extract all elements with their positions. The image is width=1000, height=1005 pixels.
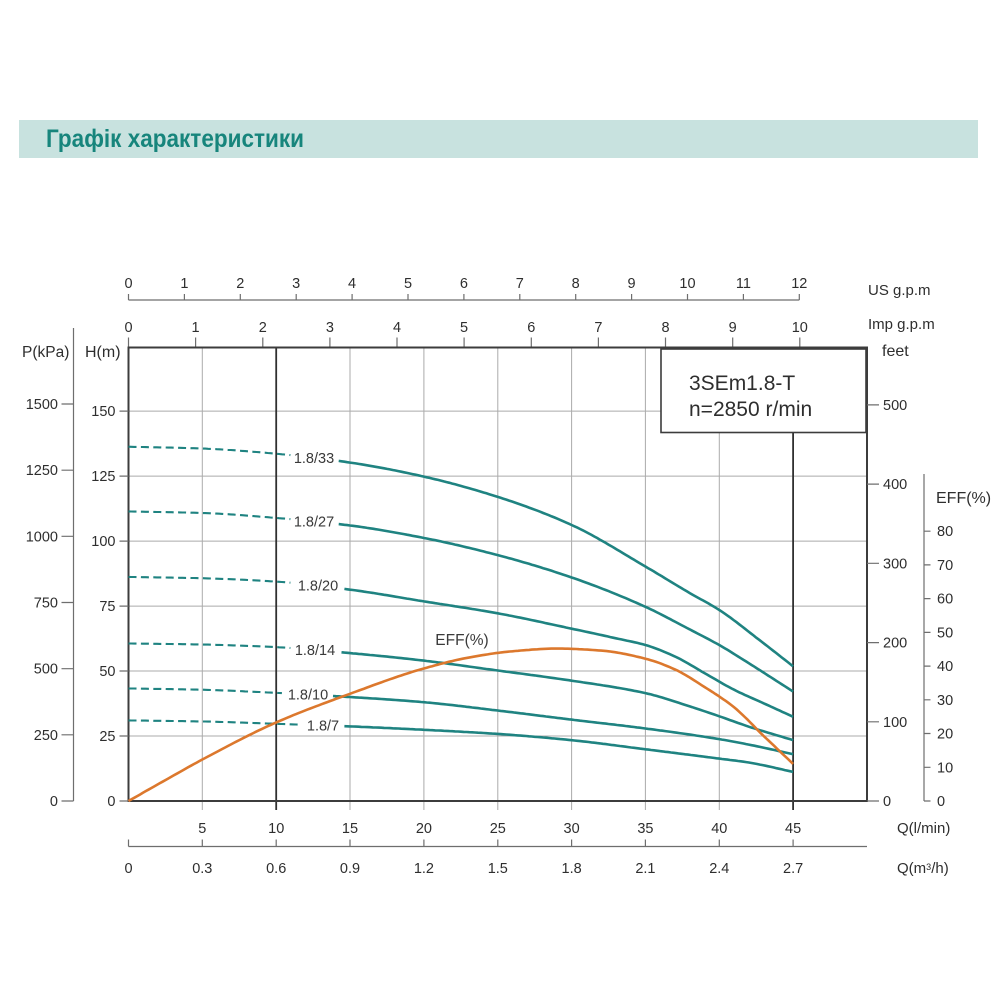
svg-text:Q(l/min): Q(l/min) [897,820,950,837]
svg-text:40: 40 [711,821,727,837]
svg-text:4: 4 [348,276,356,292]
svg-text:2.1: 2.1 [635,861,655,877]
svg-text:6: 6 [460,276,468,292]
svg-text:n=2850 r/min: n=2850 r/min [689,398,812,421]
svg-text:1: 1 [180,276,188,292]
svg-text:80: 80 [937,524,953,540]
svg-text:6: 6 [527,320,535,336]
svg-text:0.9: 0.9 [340,861,360,877]
svg-text:500: 500 [883,398,907,414]
svg-text:1250: 1250 [26,463,58,479]
svg-text:2: 2 [259,320,267,336]
svg-text:2: 2 [236,276,244,292]
svg-text:50: 50 [99,664,115,680]
svg-text:1.8/27: 1.8/27 [294,514,334,530]
svg-text:2.4: 2.4 [709,861,729,877]
svg-text:2.7: 2.7 [783,861,803,877]
svg-text:Imp g.p.m: Imp g.p.m [868,316,935,333]
svg-text:1: 1 [192,320,200,336]
svg-text:10: 10 [268,821,284,837]
svg-text:0: 0 [107,794,115,810]
svg-text:30: 30 [564,821,580,837]
svg-text:20: 20 [937,727,953,743]
svg-text:3: 3 [292,276,300,292]
svg-text:EFF(%): EFF(%) [435,632,488,649]
svg-text:300: 300 [883,556,907,572]
svg-text:1.8/33: 1.8/33 [294,451,334,467]
svg-text:400: 400 [883,477,907,493]
svg-text:Графік характеристики: Графік характеристики [46,125,304,153]
svg-text:4: 4 [393,320,401,336]
svg-text:8: 8 [572,276,580,292]
svg-text:10: 10 [937,760,953,776]
svg-text:1.8/10: 1.8/10 [288,688,328,704]
svg-text:45: 45 [785,821,801,837]
svg-text:5: 5 [198,821,206,837]
svg-text:500: 500 [34,662,58,678]
svg-text:H(m): H(m) [85,344,121,361]
svg-text:5: 5 [460,320,468,336]
svg-text:P(kPa): P(kPa) [22,344,69,361]
svg-text:1.8/14: 1.8/14 [295,643,335,659]
svg-text:15: 15 [342,821,358,837]
svg-text:25: 25 [99,729,115,745]
svg-text:7: 7 [594,320,602,336]
svg-text:100: 100 [91,534,115,550]
svg-text:1.2: 1.2 [414,861,434,877]
svg-text:1.5: 1.5 [488,861,508,877]
svg-text:7: 7 [516,276,524,292]
svg-text:750: 750 [34,596,58,612]
svg-text:9: 9 [628,276,636,292]
svg-text:5: 5 [404,276,412,292]
svg-text:60: 60 [937,592,953,608]
svg-text:12: 12 [791,276,807,292]
svg-text:10: 10 [679,276,695,292]
svg-text:8: 8 [661,320,669,336]
svg-text:1.8/20: 1.8/20 [298,579,338,595]
svg-text:200: 200 [883,636,907,652]
svg-text:100: 100 [883,715,907,731]
svg-text:1000: 1000 [26,529,58,545]
svg-text:35: 35 [637,821,653,837]
svg-text:70: 70 [937,558,953,574]
svg-text:1.8/7: 1.8/7 [307,718,339,734]
svg-text:EFF(%): EFF(%) [936,490,991,507]
svg-text:Q(m3/h): Q(m3/h) [897,860,949,877]
svg-text:0: 0 [937,794,945,810]
svg-text:0.3: 0.3 [192,861,212,877]
svg-text:0.6: 0.6 [266,861,286,877]
svg-text:150: 150 [91,404,115,420]
svg-text:250: 250 [34,728,58,744]
svg-text:0: 0 [124,320,132,336]
svg-text:75: 75 [99,599,115,615]
svg-text:US g.p.m: US g.p.m [868,282,931,299]
svg-text:3: 3 [326,320,334,336]
svg-text:3SEm1.8-T: 3SEm1.8-T [689,372,795,395]
svg-text:40: 40 [937,659,953,675]
svg-text:125: 125 [91,469,115,485]
svg-text:50: 50 [937,625,953,641]
svg-text:20: 20 [416,821,432,837]
svg-text:1500: 1500 [26,397,58,413]
svg-text:30: 30 [937,693,953,709]
svg-text:0: 0 [124,861,132,877]
svg-text:10: 10 [792,320,808,336]
svg-text:0: 0 [883,794,891,810]
svg-text:9: 9 [729,320,737,336]
svg-text:0: 0 [124,276,132,292]
svg-text:1.8: 1.8 [562,861,582,877]
svg-text:feet: feet [882,343,909,360]
svg-text:25: 25 [490,821,506,837]
svg-text:11: 11 [736,276,751,292]
svg-text:0: 0 [50,794,58,810]
